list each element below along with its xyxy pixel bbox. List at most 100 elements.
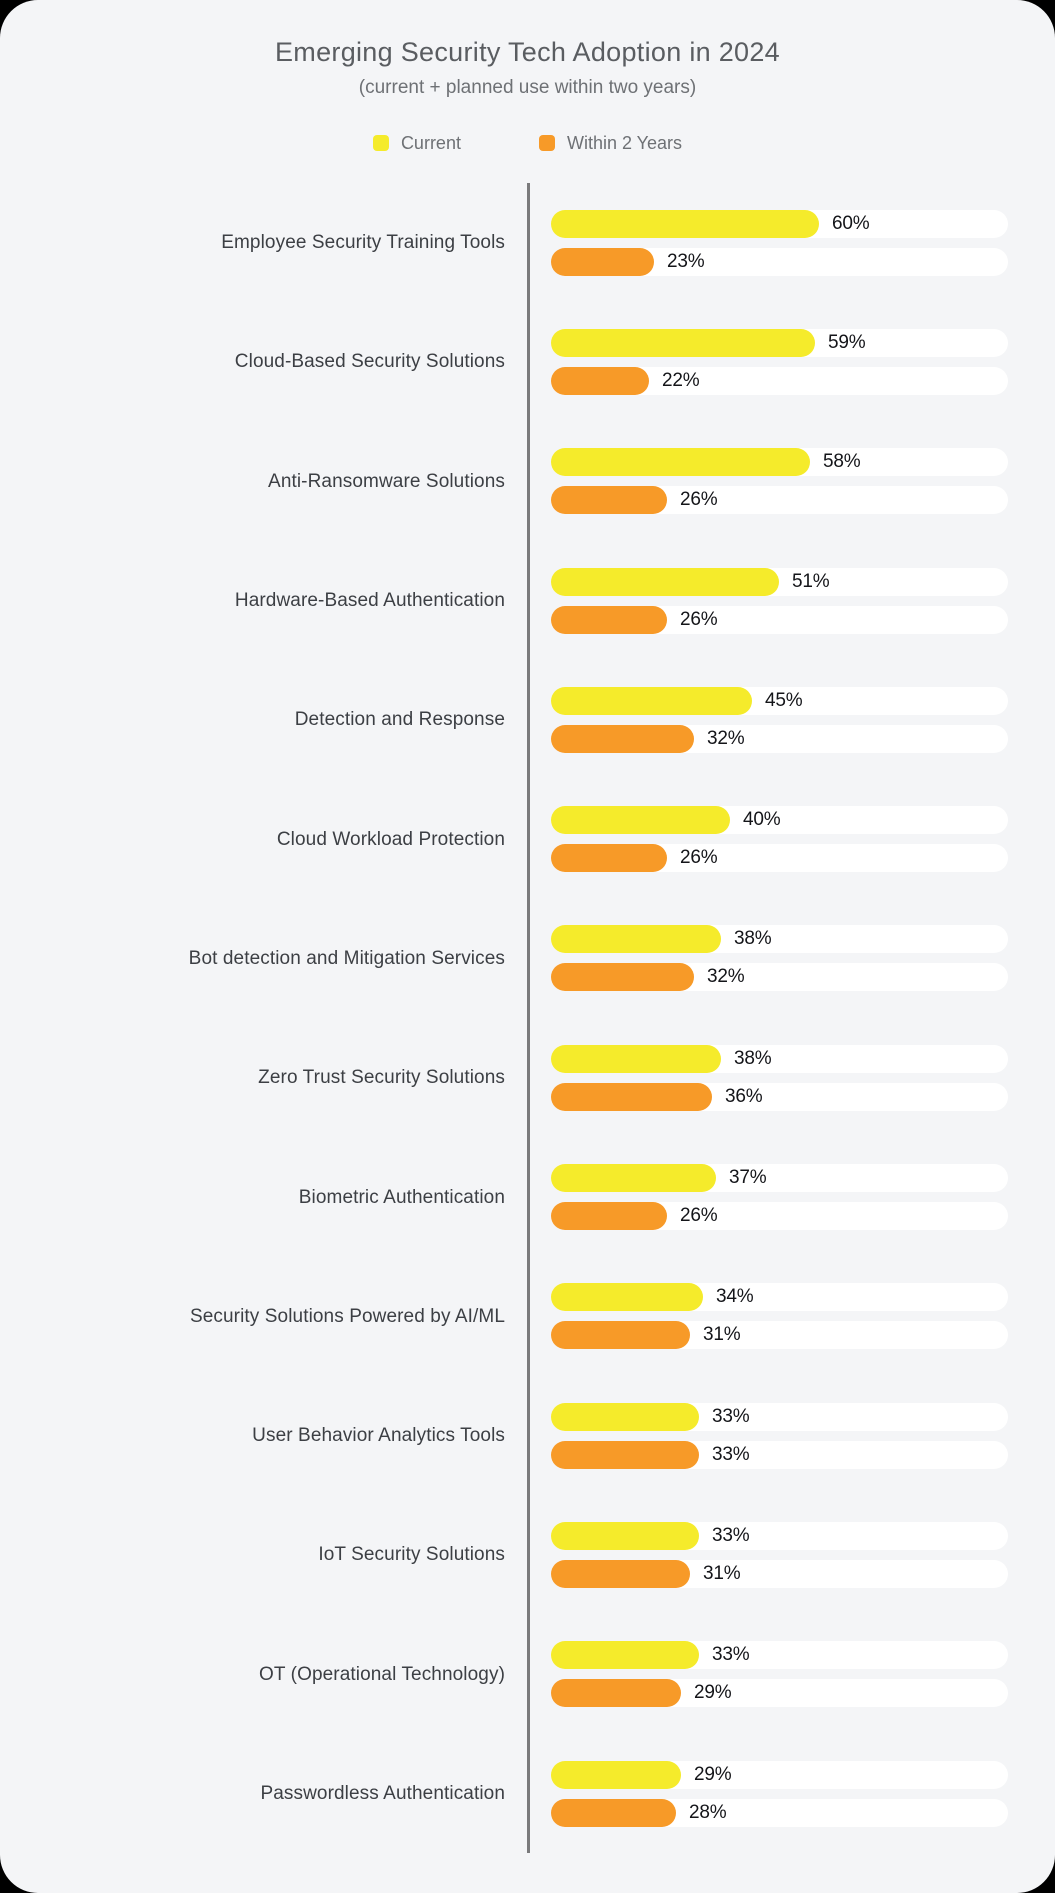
planned-bar-value: 31% — [703, 1324, 741, 1346]
chart-header: Emerging Security Tech Adoption in 2024 … — [0, 0, 1055, 154]
planned-bar-track: 26% — [551, 486, 1008, 515]
planned-bar — [551, 486, 667, 515]
category-label-cell: Security Solutions Powered by AI/ML — [0, 1257, 527, 1376]
planned-bar — [551, 1202, 667, 1231]
chart-row: Employee Security Training Tools 60% 23% — [0, 183, 1055, 303]
planned-bar — [551, 605, 667, 634]
current-bar-value: 51% — [792, 570, 830, 592]
planned-bar-value: 28% — [689, 1801, 727, 1823]
planned-bar-track: 22% — [551, 366, 1008, 395]
category-label: Security Solutions Powered by AI/ML — [189, 1305, 505, 1327]
chart-row: Passwordless Authentication 29% 28% — [0, 1733, 1055, 1854]
category-label: IoT Security Solutions — [318, 1544, 505, 1566]
current-bar-value: 34% — [716, 1286, 754, 1308]
category-label-cell: Cloud Workload Protection — [0, 779, 527, 898]
current-bar-track: 33% — [551, 1402, 1008, 1431]
category-label-cell: User Behavior Analytics Tools — [0, 1376, 527, 1495]
planned-bar — [551, 366, 649, 395]
chart-row: Bot detection and Mitigation Services 38… — [0, 898, 1055, 1019]
category-label-cell: OT (Operational Technology) — [0, 1615, 527, 1734]
chart-row: OT (Operational Technology) 33% 29% — [0, 1614, 1055, 1734]
bars-cell: 59% 22% — [527, 302, 1055, 422]
planned-bar-value: 26% — [680, 1205, 718, 1227]
planned-bar — [551, 1321, 690, 1350]
planned-bar — [551, 1082, 712, 1111]
planned-bar-track: 29% — [551, 1679, 1008, 1708]
chart-row: IoT Security Solutions 33% 31% — [0, 1495, 1055, 1615]
chart-row: Security Solutions Powered by AI/ML 34% … — [0, 1256, 1055, 1376]
chart-row: Zero Trust Security Solutions 38% 36% — [0, 1018, 1055, 1138]
planned-bar-value: 22% — [662, 369, 700, 391]
category-label-cell: Zero Trust Security Solutions — [0, 1018, 527, 1137]
legend-item-current: Current — [372, 132, 461, 154]
current-bar-value: 33% — [712, 1524, 750, 1546]
category-label-cell: Hardware-Based Authentication — [0, 541, 527, 660]
planned-bar — [551, 1559, 690, 1588]
current-bar — [551, 1044, 721, 1073]
current-bar-value: 37% — [729, 1167, 767, 1189]
bars-cell: 60% 23% — [527, 183, 1055, 303]
current-bar-value: 60% — [832, 212, 870, 234]
category-label-cell: Passwordless Authentication — [0, 1734, 527, 1853]
current-bar-track: 29% — [551, 1760, 1008, 1789]
current-bar — [551, 1641, 699, 1670]
category-label: User Behavior Analytics Tools — [252, 1425, 505, 1447]
category-label-cell: Employee Security Training Tools — [0, 183, 527, 302]
planned-bar-track: 33% — [551, 1440, 1008, 1469]
category-label-cell: Biometric Authentication — [0, 1137, 527, 1256]
planned-bar-track: 23% — [551, 247, 1008, 276]
planned-bar — [551, 1440, 699, 1469]
current-bar — [551, 1283, 703, 1312]
category-label: OT (Operational Technology) — [259, 1663, 505, 1685]
current-bar-track: 33% — [551, 1521, 1008, 1550]
planned-bar-value: 29% — [694, 1682, 732, 1704]
current-bar-track: 34% — [551, 1283, 1008, 1312]
chart-row: Hardware-Based Authentication 51% 26% — [0, 540, 1055, 661]
current-bar-track: 45% — [551, 686, 1008, 715]
current-bar-value: 59% — [828, 331, 866, 353]
planned-bar-track: 31% — [551, 1559, 1008, 1588]
planned-bar-value: 33% — [712, 1443, 750, 1465]
planned-bar-track: 36% — [551, 1082, 1008, 1111]
category-label: Detection and Response — [294, 709, 505, 731]
chart-row: User Behavior Analytics Tools 33% 33% — [0, 1375, 1055, 1496]
legend-item-planned: Within 2 Years — [538, 133, 682, 154]
planned-bar — [551, 1679, 681, 1708]
current-bar-value: 45% — [765, 689, 803, 711]
chart-row: Biometric Authentication 37% 26% — [0, 1137, 1055, 1257]
planned-bar-value: 32% — [707, 727, 745, 749]
current-bar-track: 60% — [551, 209, 1008, 238]
category-label: Passwordless Authentication — [260, 1783, 505, 1804]
current-bar — [551, 1521, 699, 1550]
current-bar-track: 37% — [551, 1164, 1008, 1193]
current-bar-track: 40% — [551, 806, 1008, 835]
current-bar-value: 58% — [823, 451, 861, 473]
planned-bar-value: 23% — [667, 250, 705, 272]
planned-bar-track: 28% — [551, 1798, 1008, 1827]
planned-bar-track: 26% — [551, 605, 1008, 634]
planned-bar-track: 26% — [551, 844, 1008, 873]
category-label: Cloud Workload Protection — [276, 828, 505, 850]
planned-swatch-icon — [538, 135, 555, 151]
legend-label-current: Current — [400, 132, 461, 153]
legend: Current Within 2 Years — [0, 132, 1055, 154]
current-bar-track: 59% — [551, 328, 1008, 357]
current-bar-track: 38% — [551, 1044, 1008, 1073]
current-bar — [551, 1760, 681, 1789]
chart-row: Detection and Response 45% 32% — [0, 660, 1055, 780]
planned-bar — [551, 724, 694, 753]
bars-cell: 38% 36% — [527, 1018, 1055, 1138]
current-bar — [551, 448, 810, 477]
bars-cell: 40% 26% — [527, 779, 1055, 899]
bars-cell: 38% 32% — [527, 898, 1055, 1019]
bar-chart: Employee Security Training Tools 60% 23%… — [0, 183, 1055, 1854]
planned-bar-track: 26% — [551, 1202, 1008, 1231]
chart-title: Emerging Security Tech Adoption in 2024 — [274, 37, 781, 67]
category-label: Hardware-Based Authentication — [234, 590, 505, 612]
bars-cell: 45% 32% — [527, 660, 1055, 780]
chart-row: Anti-Ransomware Solutions 58% 26% — [0, 421, 1055, 541]
current-bar-value: 38% — [734, 928, 772, 950]
planned-bar-track: 32% — [551, 724, 1008, 753]
category-label-cell: Bot detection and Mitigation Services — [0, 899, 527, 1018]
